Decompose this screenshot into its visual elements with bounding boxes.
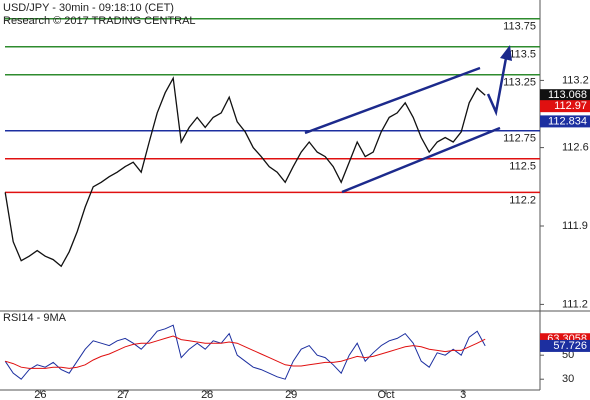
price-tag-label: 113.068 (548, 89, 587, 101)
y-tick-label: 111.2 (562, 298, 588, 310)
price-tag (540, 100, 590, 113)
price-tag-label: 57.726 (553, 340, 587, 352)
channel-upper (304, 66, 481, 135)
price-line (4, 324, 486, 380)
price-line (5, 335, 486, 369)
panel-title: RSI14 - 9MA (3, 312, 67, 324)
forecast-arrow (486, 57, 508, 117)
arrow-head (500, 45, 512, 61)
x-tick-label: 26 (34, 389, 46, 400)
x-tick-label: 29 (285, 389, 297, 400)
price-tag-label: 112.97 (554, 100, 587, 112)
y-tick-label: 30 (562, 373, 574, 385)
level-label: 112.5 (509, 161, 536, 173)
level-label: 113.75 (503, 21, 536, 33)
level-label: 113.5 (509, 49, 536, 61)
x-tick-label: Oct (377, 389, 394, 400)
y-tick-label: 113.2 (562, 74, 589, 86)
x-tick-label: 27 (117, 389, 129, 400)
price-tag (540, 115, 590, 128)
price-tag-label: 112.834 (548, 115, 587, 127)
level-label: 112.2 (509, 194, 536, 206)
y-tick-label: 50 (562, 349, 574, 361)
y-tick-label: 112.6 (562, 142, 589, 154)
price-line (4, 76, 486, 268)
chart-subtitle: Research © 2017 TRADING CENTRAL (3, 15, 196, 27)
x-tick-label: 28 (201, 389, 213, 400)
y-tick-label: 111.9 (562, 220, 588, 232)
level-label: 113.25 (503, 77, 536, 89)
channel-lower (341, 126, 501, 194)
level-label: 112.75 (503, 133, 536, 145)
chart-title: USD/JPY - 30min - 09:18:10 (CET) (3, 2, 174, 14)
price-tag (540, 89, 590, 102)
x-tick-label: 3 (460, 389, 466, 400)
price-tag (540, 339, 590, 352)
